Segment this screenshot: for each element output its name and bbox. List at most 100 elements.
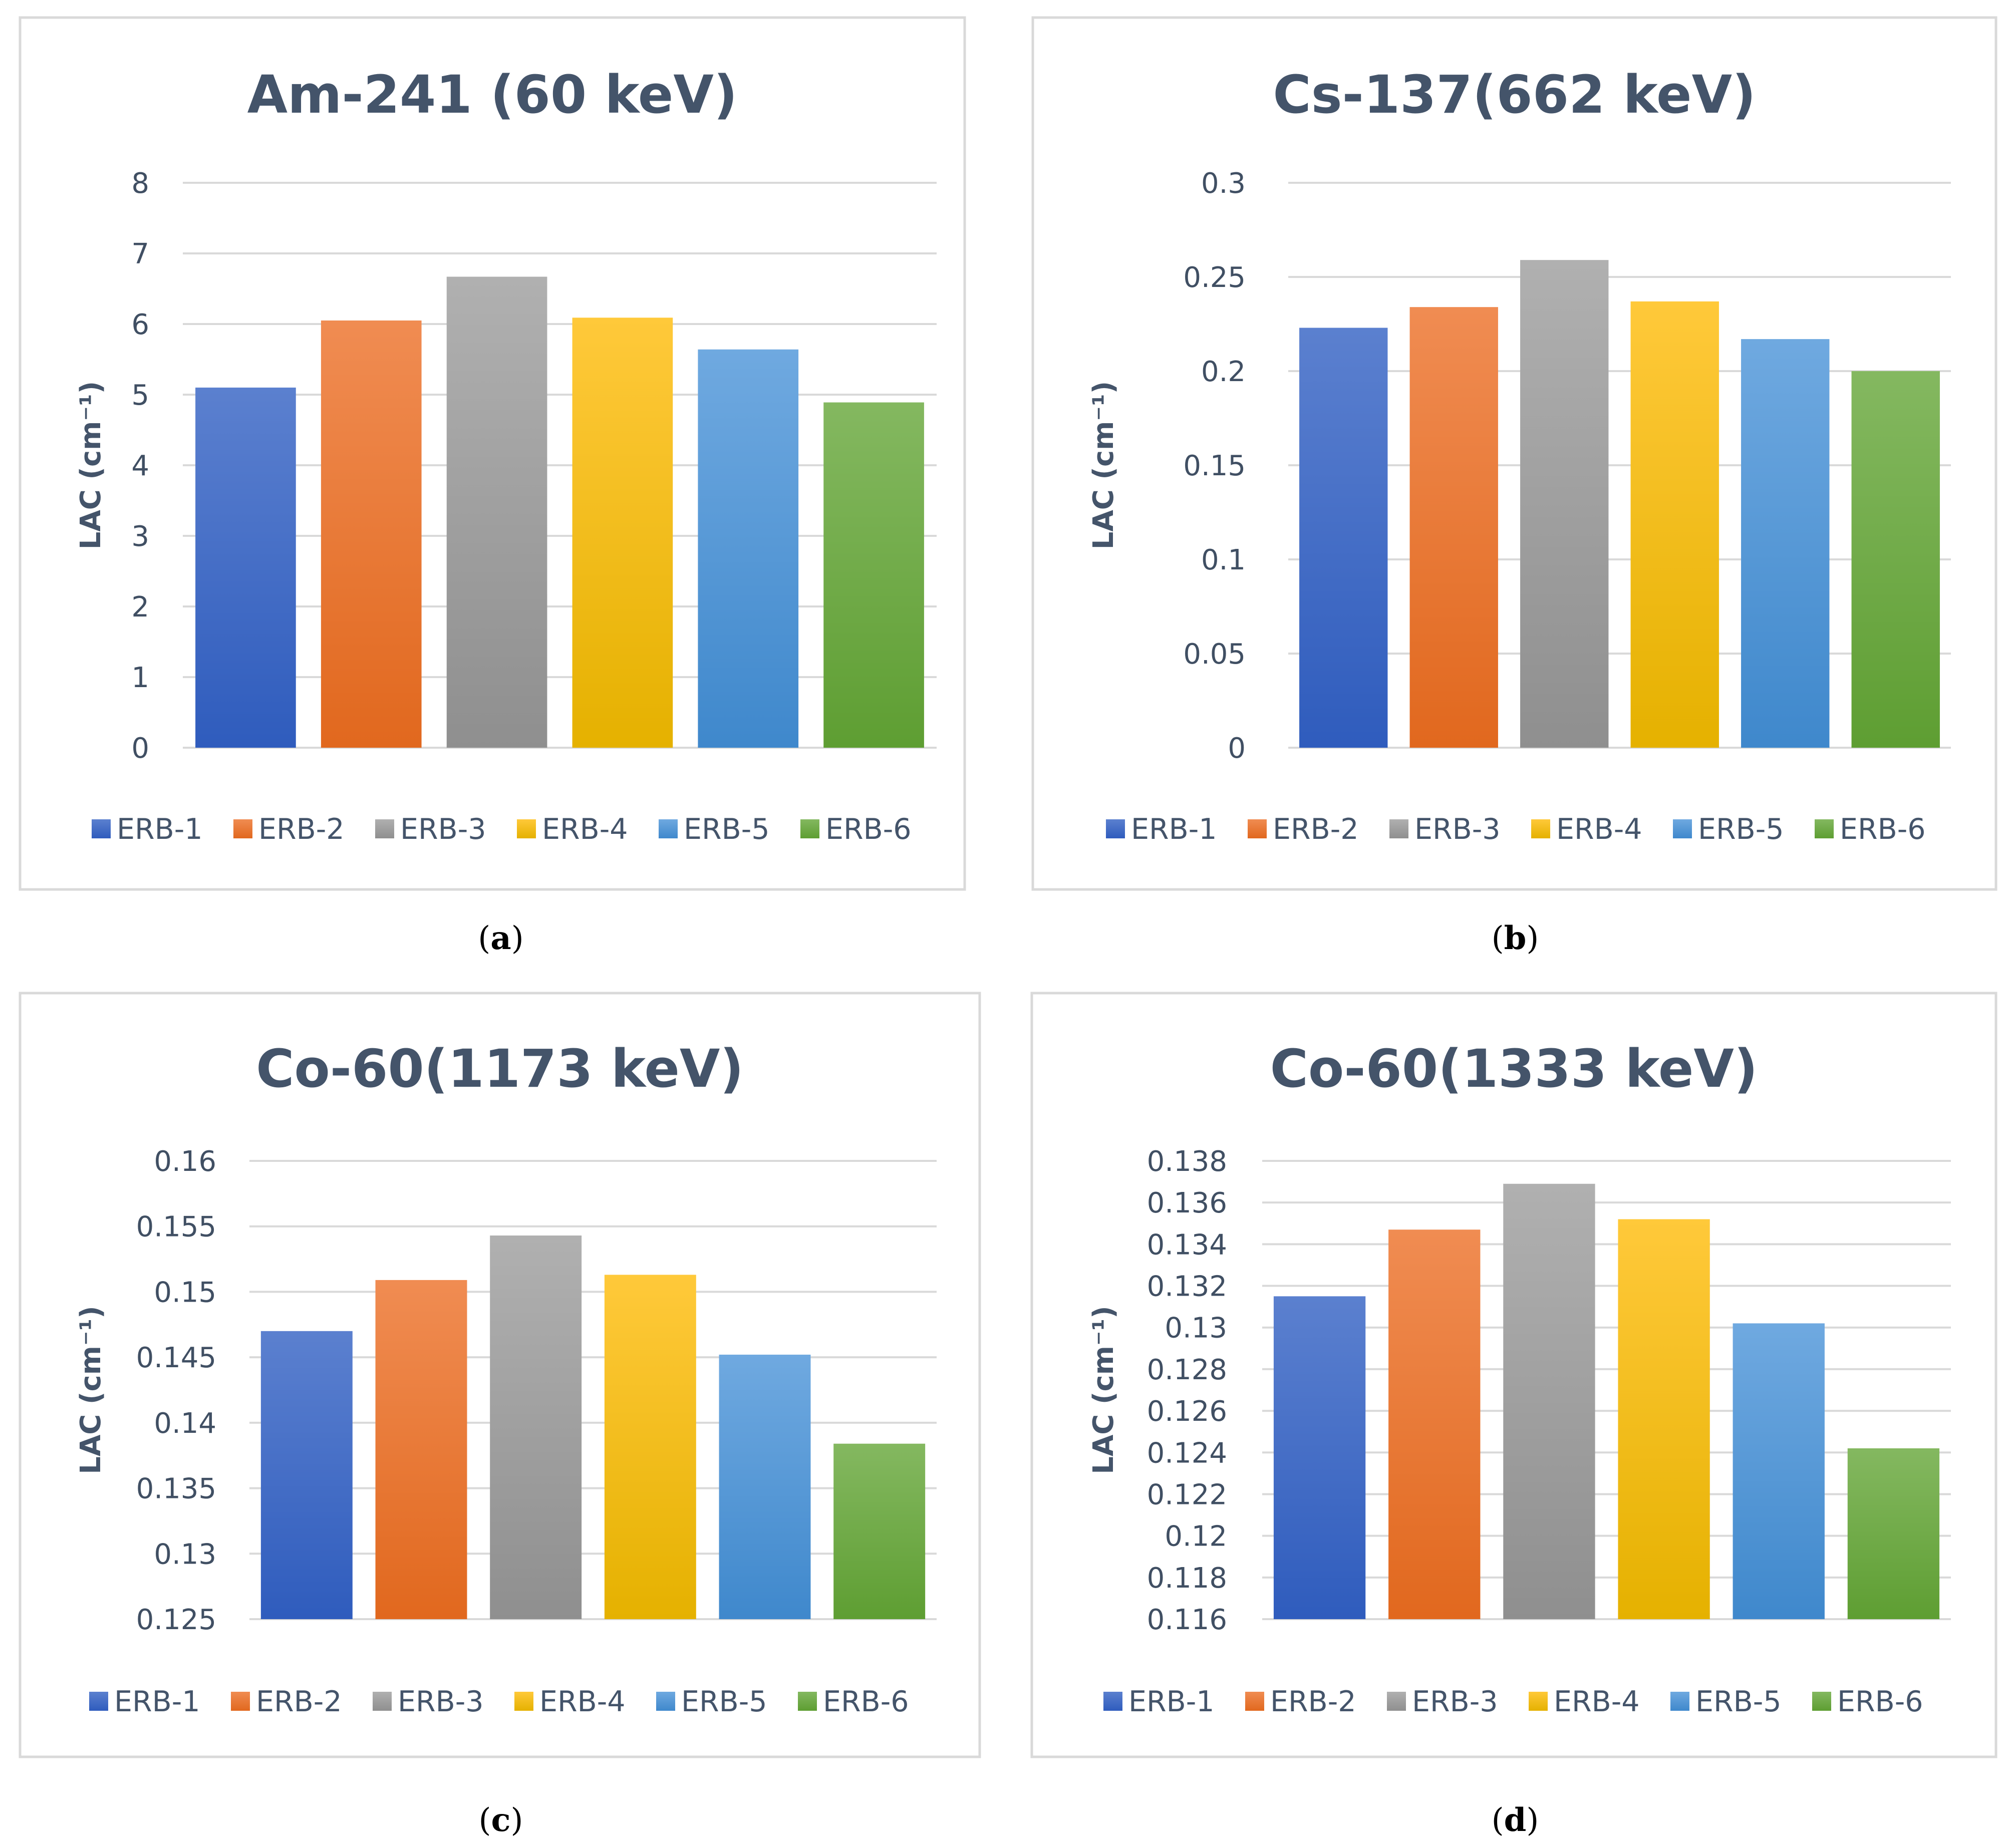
chart-panel-c: Co-60(1173 keV) 0.125 0.13 0.135 0.14 0.145 0.… xyxy=(19,992,981,1758)
legend-swatch xyxy=(517,819,536,838)
legend-label: ERB-4 xyxy=(539,1685,626,1718)
legend-swatch xyxy=(1812,1692,1831,1711)
bar-erb-4 xyxy=(1618,1219,1710,1619)
panel-caption: (b) xyxy=(1492,919,1539,957)
chart-frame xyxy=(1031,16,1997,891)
bar-erb-4 xyxy=(1630,301,1719,748)
legend-label: ERB-3 xyxy=(1412,1685,1498,1718)
bar-erb-1 xyxy=(260,1331,353,1619)
legend-swatch xyxy=(1673,819,1692,838)
bar-erb-5 xyxy=(719,1354,811,1619)
y-tick-label: 0.12 xyxy=(1165,1520,1227,1553)
y-tick-label: 0.122 xyxy=(1147,1478,1227,1511)
legend-swatch xyxy=(656,1692,675,1711)
y-axis-label: LAC (cm⁻¹) xyxy=(1087,381,1120,549)
legend-swatch xyxy=(231,1692,250,1711)
legend-label: ERB-1 xyxy=(1131,813,1217,846)
legend-label: ERB-3 xyxy=(400,813,486,846)
legend-label: ERB-1 xyxy=(114,1685,200,1718)
chart-panel-d: Co-60(1333 keV) 0.116 0.118 0.12 0.122 0.124 0… xyxy=(1030,992,1997,1758)
y-tick-label: 0.138 xyxy=(1147,1145,1227,1178)
bar-erb-1 xyxy=(195,387,296,748)
chart-title: Cs-137(662 keV) xyxy=(1273,64,1756,125)
chart-panel-a: Am-241 (60 keV) 0 1 2 3 4 5 6 7 8 LAC (cm⁻¹) ERB-1 E… xyxy=(19,16,966,891)
bar-erb-3 xyxy=(490,1236,582,1619)
legend-swatch xyxy=(800,819,819,838)
y-tick-label: 5 xyxy=(131,379,149,412)
y-tick-label: 0.3 xyxy=(1201,167,1246,200)
y-tick-label: 0.135 xyxy=(136,1473,216,1505)
y-axis-label: LAC (cm⁻¹) xyxy=(75,381,107,549)
legend-label: ERB-2 xyxy=(1270,1685,1356,1718)
legend-swatch xyxy=(1531,819,1550,838)
legend-label: ERB-4 xyxy=(1556,813,1642,846)
y-tick-label: 0.05 xyxy=(1183,638,1246,671)
bar-erb-4 xyxy=(572,318,673,748)
legend-label: ERB-2 xyxy=(256,1685,342,1718)
y-tick-label: 0.136 xyxy=(1147,1187,1227,1219)
y-tick-label: 0.118 xyxy=(1147,1562,1227,1595)
bar-erb-5 xyxy=(1733,1323,1825,1619)
y-tick-label: 0 xyxy=(131,732,149,765)
bar-erb-2 xyxy=(1388,1229,1481,1619)
legend-label: ERB-5 xyxy=(1698,813,1784,846)
legend-swatch xyxy=(1106,819,1125,838)
bar-erb-6 xyxy=(1847,1448,1940,1619)
bar-erb-2 xyxy=(1409,307,1498,748)
bar-erb-3 xyxy=(446,276,547,748)
legend-swatch xyxy=(1387,1692,1406,1711)
panel-caption: (d) xyxy=(1492,1801,1539,1839)
legend-label: ERB-3 xyxy=(1414,813,1501,846)
y-tick-label: 8 xyxy=(131,167,149,200)
legend-swatch xyxy=(373,1692,392,1711)
bar-erb-6 xyxy=(1851,371,1940,748)
y-tick-label: 0.125 xyxy=(136,1604,216,1636)
chart-panel-b: Cs-137(662 keV) 0 0.05 0.1 0.15 0.2 0.25 0.3 LAC… xyxy=(1031,16,1997,891)
y-tick-label: 0.155 xyxy=(136,1211,216,1244)
y-tick-label: 6 xyxy=(131,309,149,341)
legend-swatch xyxy=(1670,1692,1689,1711)
legend-swatch xyxy=(1529,1692,1548,1711)
legend-swatch xyxy=(1103,1692,1122,1711)
y-tick-label: 0.116 xyxy=(1147,1604,1227,1636)
y-tick-label: 0.134 xyxy=(1147,1228,1227,1261)
y-tick-label: 0.132 xyxy=(1147,1271,1227,1303)
legend-label: ERB-6 xyxy=(823,1685,909,1718)
bar-erb-6 xyxy=(833,1443,926,1619)
bar-erb-5 xyxy=(1741,339,1830,748)
bar-erb-4 xyxy=(604,1275,696,1619)
legend-label: ERB-5 xyxy=(684,813,770,846)
legend-swatch xyxy=(1248,819,1267,838)
y-axis-label: LAC (cm⁻¹) xyxy=(75,1306,107,1474)
legend-swatch xyxy=(92,819,111,838)
y-tick-label: 0.13 xyxy=(154,1538,216,1571)
y-tick-label: 7 xyxy=(131,238,149,270)
legend-label: ERB-6 xyxy=(1837,1685,1923,1718)
bar-erb-3 xyxy=(1520,260,1609,748)
y-tick-label: 0.16 xyxy=(154,1145,216,1178)
bar-erb-3 xyxy=(1503,1183,1595,1619)
chart-title: Co-60(1333 keV) xyxy=(1270,1038,1758,1099)
y-tick-label: 0.2 xyxy=(1201,356,1246,388)
y-tick-label: 0.15 xyxy=(154,1276,216,1309)
y-tick-label: 4 xyxy=(131,450,149,482)
y-tick-label: 0.15 xyxy=(1183,450,1246,482)
legend-label: ERB-6 xyxy=(825,813,912,846)
y-tick-label: 0.25 xyxy=(1183,261,1246,294)
legend-swatch xyxy=(798,1692,817,1711)
legend-label: ERB-6 xyxy=(1840,813,1926,846)
y-tick-label: 0.14 xyxy=(154,1407,216,1440)
legend-label: ERB-1 xyxy=(117,813,203,846)
y-tick-label: 0 xyxy=(1228,732,1246,765)
y-tick-label: 0.124 xyxy=(1147,1437,1227,1469)
legend-swatch xyxy=(514,1692,533,1711)
legend-swatch xyxy=(233,819,252,838)
bar-erb-5 xyxy=(698,349,799,748)
legend-label: ERB-5 xyxy=(681,1685,767,1718)
bar-erb-6 xyxy=(823,402,924,748)
bar-erb-1 xyxy=(1299,328,1388,748)
legend-swatch xyxy=(1389,819,1408,838)
legend-label: ERB-2 xyxy=(258,813,345,846)
bar-erb-2 xyxy=(375,1280,467,1619)
legend-swatch xyxy=(1815,819,1834,838)
